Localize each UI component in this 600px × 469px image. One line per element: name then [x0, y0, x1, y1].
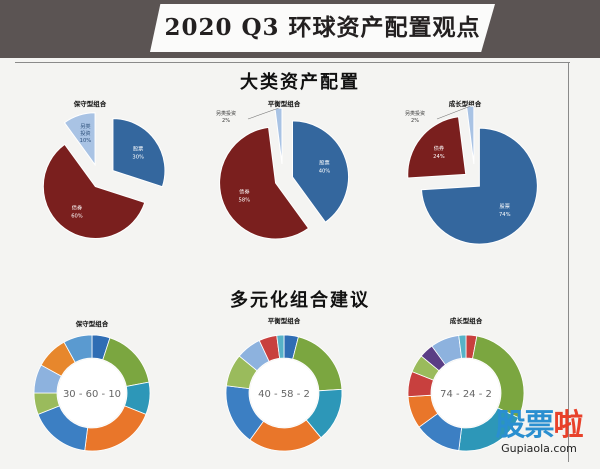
section-title-asset-allocation: 大类资产配置 — [240, 72, 360, 93]
pie3-value-bond: 24% — [433, 154, 445, 160]
donut-title-2: 平衡型组合 — [268, 316, 301, 325]
pie1-slice-alt — [63, 112, 96, 167]
donut1-hole — [58, 359, 126, 427]
donut-title-1: 保守型组合 — [75, 319, 109, 328]
pie1-label-stock: 股票 — [133, 145, 143, 152]
pie-title-3: 成长型组合 — [449, 99, 482, 108]
donut3-segment-10 — [458, 334, 467, 359]
donut3-hole — [432, 359, 500, 427]
pie3-value-stock: 74% — [499, 212, 511, 218]
top-divider — [15, 62, 570, 63]
pie3-callout-line — [436, 105, 471, 120]
section-title-diversified-portfolio: 多元化组合建议 — [230, 290, 370, 311]
pie2-slice-bond — [219, 126, 310, 240]
pie-title-1: 保守型组合 — [73, 99, 107, 108]
pie2-label-bond: 债券 — [239, 187, 250, 195]
donut-title-3: 成长型组合 — [450, 316, 483, 325]
pie2-label-stock: 股票 — [319, 160, 329, 167]
pie-title-2: 平衡型组合 — [268, 99, 301, 108]
pie2-label-alt: 另类投资 — [216, 110, 236, 117]
pie2-value-alt: 2% — [222, 118, 230, 124]
donut1-segment-9 — [63, 334, 93, 363]
pie1-value-bond: 60% — [71, 214, 83, 220]
pie2-value-stock: 40% — [319, 169, 331, 175]
pie1-value-alt: 10% — [80, 138, 92, 144]
pie2-value-bond: 58% — [239, 197, 251, 203]
pie3-value-alt: 2% — [411, 118, 419, 124]
pie3-slice-bond — [407, 116, 467, 179]
watermark-brand-a: 股票 — [495, 408, 555, 443]
watermark-url: Gupiaola.com — [501, 442, 577, 455]
pie3-label-stock: 股票 — [500, 203, 510, 210]
pie2-slice-alt — [274, 107, 283, 165]
watermark: 股票啦 Gupiaola.com — [480, 410, 598, 456]
pie3-label-bond: 债券 — [434, 144, 445, 152]
pie1-slice-stock — [112, 118, 166, 188]
pie1-value-stock: 30% — [132, 154, 144, 160]
pie3-slice-stock — [420, 127, 538, 245]
donut2-segment-9 — [276, 334, 285, 359]
header-title-plate — [150, 4, 495, 52]
watermark-brand: 股票啦 — [480, 410, 598, 442]
pie1-label-bond: 债券 — [72, 204, 83, 212]
right-divider — [568, 62, 569, 462]
page-title: 2020 Q3 环球资产配置观点 — [164, 14, 481, 41]
pie2-callout-line — [247, 107, 279, 120]
watermark-brand-b: 啦 — [553, 408, 584, 443]
pie2-slice-stock — [292, 120, 349, 223]
donut2-hole — [250, 359, 318, 427]
donut1-center-label: 30 - 60 - 10 — [63, 389, 121, 400]
donut2-center-label: 40 - 58 - 2 — [258, 389, 310, 400]
pie1-label2-alt: 投资 — [80, 129, 90, 137]
pie3-slice-alt — [466, 105, 475, 165]
donut3-center-label: 74 - 24 - 2 — [440, 389, 492, 400]
pie1-label-alt: 另类 — [80, 122, 90, 130]
pie3-label-alt: 另类投资 — [405, 110, 425, 117]
pie1-slice-bond — [42, 143, 146, 239]
